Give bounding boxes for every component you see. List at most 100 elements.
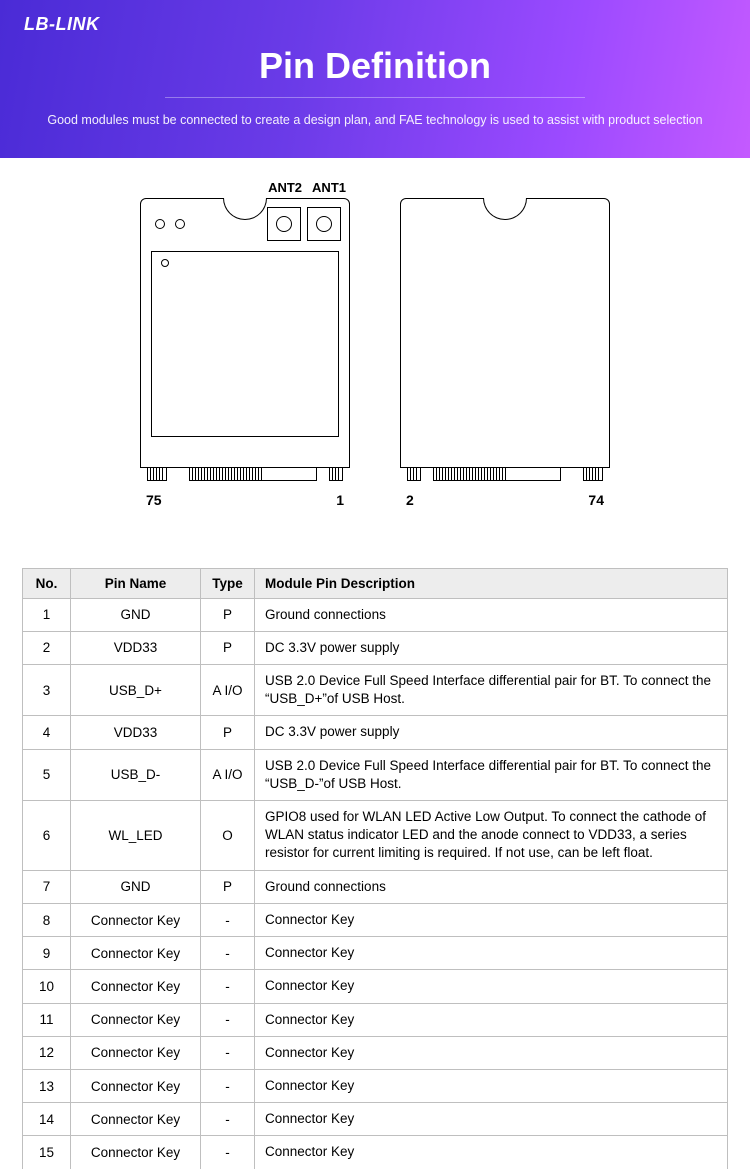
cell-pin: Connector Key [71,1036,201,1069]
table-row: 14Connector Key-Connector Key [23,1103,728,1136]
col-no: No. [23,568,71,598]
cell-no: 4 [23,716,71,749]
cell-desc: DC 3.3V power supply [255,631,728,664]
table-row: 6WL_LEDOGPIO8 used for WLAN LED Active L… [23,801,728,871]
cell-pin: Connector Key [71,1003,201,1036]
cell-desc: Connector Key [255,1136,728,1169]
table-row: 1GNDPGround connections [23,598,728,631]
module-diagram: ANT2 ANT1 75 1 [0,198,750,508]
cell-desc: Connector Key [255,1036,728,1069]
hole-icon [175,219,185,229]
cell-no: 1 [23,598,71,631]
cell-pin: GND [71,870,201,903]
brand-logo: LB-LINK [24,14,726,35]
pin-1-label: 1 [336,492,344,508]
cell-pin: Connector Key [71,970,201,1003]
cell-desc: GPIO8 used for WLAN LED Active Low Outpu… [255,801,728,871]
cell-pin: USB_D+ [71,664,201,715]
cell-pin: VDD33 [71,716,201,749]
pin-definition-table: No. Pin Name Type Module Pin Description… [22,568,728,1169]
pin-74-label: 74 [588,492,604,508]
module-front: ANT2 ANT1 75 1 [140,198,350,508]
cell-desc: Ground connections [255,870,728,903]
cell-type: A I/O [201,664,255,715]
module-back-body [400,198,610,468]
table-row: 3USB_D+A I/OUSB 2.0 Device Full Speed In… [23,664,728,715]
cell-type: - [201,1003,255,1036]
cell-pin: GND [71,598,201,631]
table-body: 1GNDPGround connections2VDD33PDC 3.3V po… [23,598,728,1169]
cell-no: 3 [23,664,71,715]
cell-type: P [201,870,255,903]
cell-desc: Connector Key [255,903,728,936]
col-desc: Module Pin Description [255,568,728,598]
cell-no: 12 [23,1036,71,1069]
cell-type: - [201,970,255,1003]
antenna-labels: ANT2 ANT1 [268,180,346,195]
col-pin-name: Pin Name [71,568,201,598]
title-divider [165,97,585,98]
cell-no: 5 [23,749,71,800]
cell-no: 13 [23,1070,71,1103]
cell-type: - [201,1103,255,1136]
table-row: 7GNDPGround connections [23,870,728,903]
page-header: LB-LINK Pin Definition Good modules must… [0,0,750,158]
hole-icon [161,259,169,267]
cell-pin: Connector Key [71,1103,201,1136]
table-header-row: No. Pin Name Type Module Pin Description [23,568,728,598]
cell-no: 15 [23,1136,71,1169]
top-notch [223,198,267,220]
col-type: Type [201,568,255,598]
pin-group [407,467,421,481]
hole-icon [155,219,165,229]
pin-number-labels-front: 75 1 [140,492,350,508]
cell-desc: Connector Key [255,1070,728,1103]
edge-connector [141,467,349,485]
edge-connector [401,467,609,485]
pin-group [329,467,343,481]
pin-group [189,467,317,481]
table-row: 2VDD33PDC 3.3V power supply [23,631,728,664]
table-row: 10Connector Key-Connector Key [23,970,728,1003]
cell-pin: Connector Key [71,937,201,970]
cell-pin: Connector Key [71,903,201,936]
shield-outline [151,251,339,437]
cell-no: 6 [23,801,71,871]
cell-no: 9 [23,937,71,970]
cell-no: 14 [23,1103,71,1136]
cell-type: - [201,1136,255,1169]
cell-no: 2 [23,631,71,664]
cell-type: O [201,801,255,871]
table-row: 4VDD33PDC 3.3V power supply [23,716,728,749]
cell-desc: Ground connections [255,598,728,631]
cell-pin: WL_LED [71,801,201,871]
ant1-connector-icon [307,207,341,241]
table-row: 12Connector Key-Connector Key [23,1036,728,1069]
ant2-label: ANT2 [268,180,302,195]
cell-no: 8 [23,903,71,936]
ant1-label: ANT1 [312,180,346,195]
cell-type: - [201,1070,255,1103]
pin-number-labels-back: 2 74 [400,492,610,508]
page-subtitle: Good modules must be connected to create… [24,112,726,130]
pin-group [147,467,167,481]
mounting-holes [155,219,185,229]
cell-desc: Connector Key [255,937,728,970]
cell-no: 7 [23,870,71,903]
cell-desc: Connector Key [255,1103,728,1136]
table-row: 8Connector Key-Connector Key [23,903,728,936]
pin-table-wrap: No. Pin Name Type Module Pin Description… [0,568,750,1169]
cell-pin: Connector Key [71,1136,201,1169]
cell-pin: VDD33 [71,631,201,664]
table-row: 15Connector Key-Connector Key [23,1136,728,1169]
cell-desc: USB 2.0 Device Full Speed Interface diff… [255,749,728,800]
cell-desc: Connector Key [255,970,728,1003]
top-notch [483,198,527,220]
table-row: 9Connector Key-Connector Key [23,937,728,970]
cell-type: P [201,716,255,749]
pin-2-label: 2 [406,492,414,508]
cell-type: - [201,937,255,970]
pin-75-label: 75 [146,492,162,508]
cell-no: 10 [23,970,71,1003]
table-row: 11Connector Key-Connector Key [23,1003,728,1036]
